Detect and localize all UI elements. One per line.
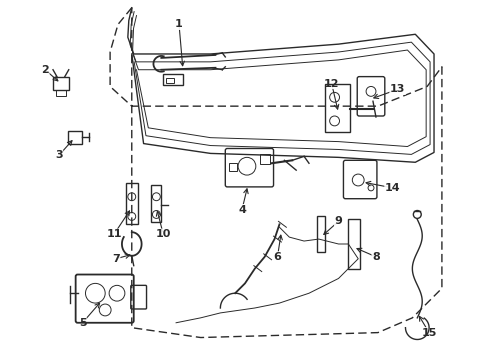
Text: 3: 3 [55, 150, 62, 161]
Text: 15: 15 [421, 328, 436, 338]
Text: 6: 6 [273, 252, 281, 262]
Text: 2: 2 [41, 65, 49, 75]
Text: 13: 13 [389, 84, 405, 94]
Text: 9: 9 [334, 216, 342, 226]
Text: 14: 14 [384, 183, 400, 193]
Text: 7: 7 [112, 254, 120, 264]
Text: 1: 1 [175, 19, 183, 30]
Text: 4: 4 [238, 204, 245, 215]
Text: 8: 8 [371, 252, 379, 262]
Text: 10: 10 [155, 229, 171, 239]
Text: 12: 12 [323, 78, 339, 89]
Text: 5: 5 [79, 318, 86, 328]
Text: 11: 11 [106, 229, 122, 239]
